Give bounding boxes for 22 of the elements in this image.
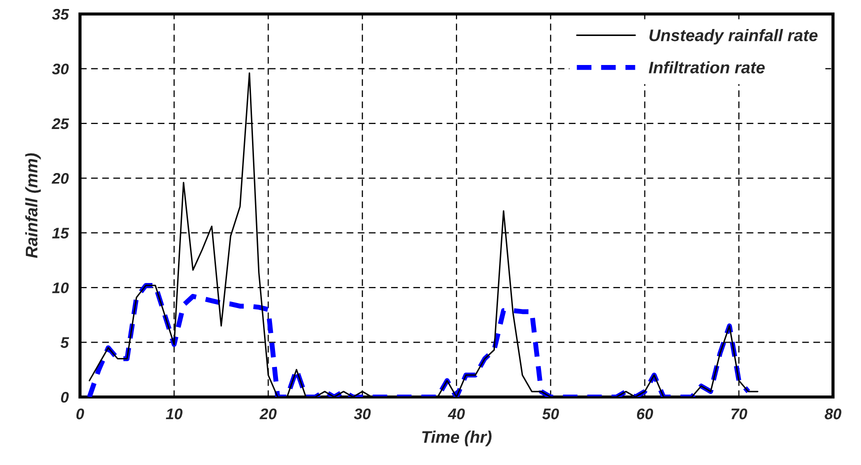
x-tick-label: 10 bbox=[166, 408, 182, 420]
y-tick-label: 30 bbox=[52, 64, 69, 74]
x-tick-label: 80 bbox=[824, 408, 842, 420]
y-axis-title: Rainfall (mm) bbox=[25, 153, 41, 258]
y-tick-label: 25 bbox=[52, 118, 70, 130]
x-tick-label: 0 bbox=[76, 408, 84, 420]
y-tick-label: 0 bbox=[61, 392, 69, 403]
y-tick-label: 35 bbox=[52, 8, 70, 20]
y-tick-label: 20 bbox=[52, 173, 69, 184]
x-tick-label: 40 bbox=[448, 408, 465, 420]
legend-label: Infiltration rate bbox=[648, 61, 765, 74]
x-tick-label: 20 bbox=[260, 408, 277, 420]
x-tick-label: 70 bbox=[731, 408, 748, 420]
x-tick-label: 60 bbox=[636, 408, 654, 420]
y-tick-label: 15 bbox=[52, 228, 70, 239]
y-tick-label: 5 bbox=[60, 337, 70, 348]
legend-label: Unsteady rainfall rate bbox=[649, 29, 818, 45]
line-series bbox=[86, 282, 751, 397]
x-tick-label: 50 bbox=[542, 408, 559, 420]
x-axis-title: Time (hr) bbox=[422, 430, 492, 446]
x-tick-label: 30 bbox=[354, 408, 371, 420]
y-tick-label: 10 bbox=[52, 282, 69, 294]
